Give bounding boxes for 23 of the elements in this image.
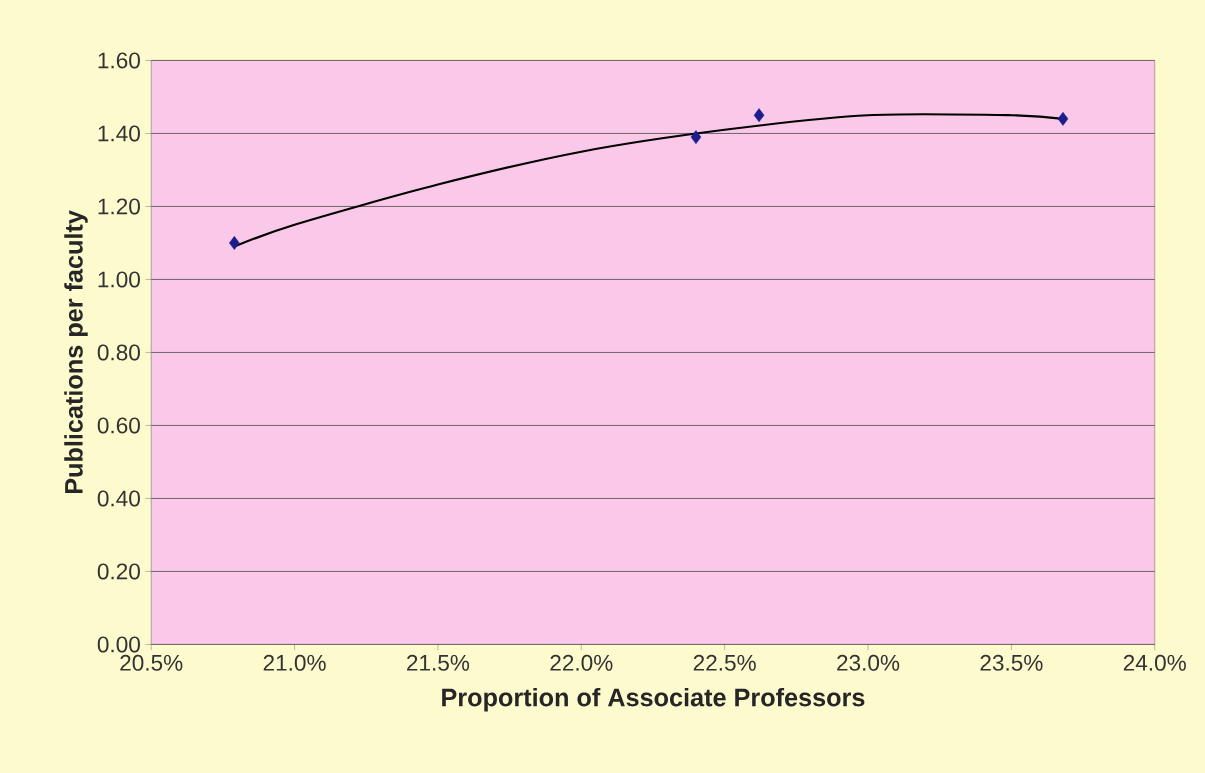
x-tick-label: 23.5% xyxy=(980,654,1043,671)
y-tick-label: 1.40 xyxy=(98,125,140,142)
y-tick-label: 1.00 xyxy=(98,271,140,288)
x-tick-label: 22.0% xyxy=(550,654,613,671)
x-tick-label: 20.5% xyxy=(120,654,183,671)
y-tick-label: 0.20 xyxy=(97,563,140,580)
x-tick-label: 21.5% xyxy=(407,654,470,671)
x-tick-label: 24.0% xyxy=(1123,654,1186,671)
y-tick-label: 1.60 xyxy=(98,52,140,69)
point xyxy=(690,130,702,145)
x-tick-label: 21.0% xyxy=(263,654,326,671)
y-tick-label: 1.20 xyxy=(98,198,140,215)
y-tick-label: 0.60 xyxy=(97,417,140,434)
y-tick-label: 0.80 xyxy=(97,344,140,361)
x-axis-title: Proportion of Associate Professors xyxy=(442,687,865,712)
y-axis-title: Publications per faculty xyxy=(64,210,88,494)
x-tick-label: 22.5% xyxy=(693,654,756,671)
y-tick-label: 0.40 xyxy=(97,490,140,507)
x-tick-label: 23.0% xyxy=(837,654,900,671)
point xyxy=(229,236,240,250)
y-tick-label: 0.00 xyxy=(97,636,140,653)
point xyxy=(753,108,765,123)
point xyxy=(1057,111,1069,126)
